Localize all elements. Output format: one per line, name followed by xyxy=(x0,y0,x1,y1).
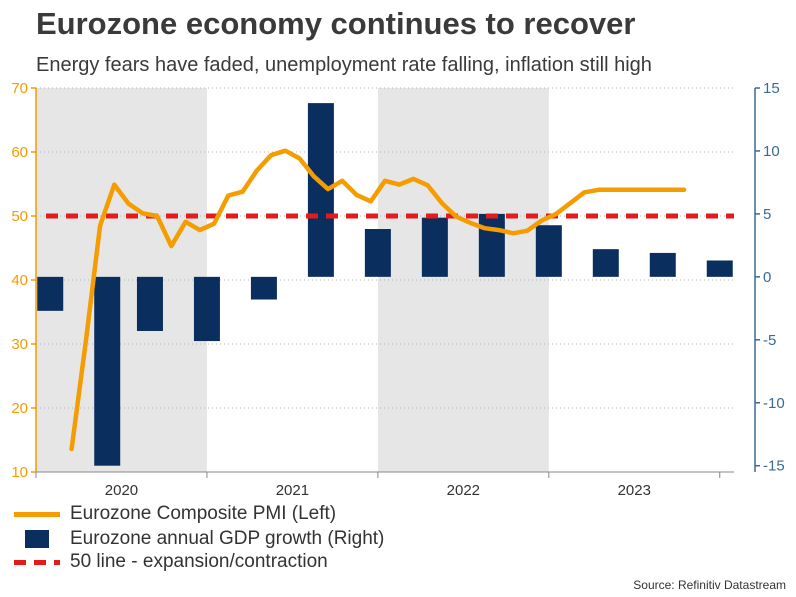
gdp-bar-q3-2021 xyxy=(364,229,391,277)
legend-item-fifty: 50 line - expansion/contraction xyxy=(14,551,328,573)
left-tick-label: 10 xyxy=(11,464,28,481)
gdp-bar-q1-2023 xyxy=(706,260,733,277)
right-tick-label: -10 xyxy=(763,395,785,412)
legend-dash-swatch xyxy=(14,559,60,565)
legend-label-pmi: Eurozone Composite PMI (Left) xyxy=(70,503,337,524)
legend-label-fifty: 50 line - expansion/contraction xyxy=(70,551,328,572)
legend-line-swatch xyxy=(14,511,60,517)
shade-2022 xyxy=(377,88,549,472)
gdp-bar-q3-2022 xyxy=(592,249,619,277)
pmi-line xyxy=(69,148,687,452)
source-note: Source: Refinitiv Datastream xyxy=(633,578,786,592)
axes: 10 20 30 40 50 60 70 -15 -10 -5 0 5 10 15 2020 2021 2022… xyxy=(11,80,784,499)
right-tick-label: 0 xyxy=(763,269,771,286)
gdp-bar-q4-2020 xyxy=(193,276,220,342)
gdp-bar-q3-2020 xyxy=(136,276,163,331)
x-tick-label-2021: 2021 xyxy=(276,482,309,499)
gdp-bar-q1-2020 xyxy=(37,276,64,311)
right-tick-label: 5 xyxy=(763,206,771,223)
gdp-bar-q2-2020 xyxy=(94,276,121,466)
legend-label-gdp: Eurozone annual GDP growth (Right) xyxy=(70,528,385,549)
right-tick-label: 10 xyxy=(763,143,780,160)
left-tick-label: 70 xyxy=(11,80,28,97)
x-tick-label-2020: 2020 xyxy=(105,482,138,499)
chart-area: 10 20 30 40 50 60 70 -15 -10 -5 0 5 10 15 2020 2021 2022… xyxy=(11,80,784,499)
pmi-line-layer xyxy=(69,148,687,452)
left-tick-label: 40 xyxy=(11,272,28,289)
gdp-bar-q1-2022 xyxy=(478,213,505,277)
left-tick-label: 20 xyxy=(11,400,28,417)
gdp-bars xyxy=(37,103,733,466)
right-tick-label: -5 xyxy=(763,332,776,349)
chart-subtitle: Energy fears have faded, unemployment ra… xyxy=(36,54,652,76)
left-tick-label: 60 xyxy=(11,144,28,161)
gdp-bar-q1-2021 xyxy=(250,276,277,300)
legend-item-gdp: Eurozone annual GDP growth (Right) xyxy=(14,528,384,550)
legend-item-pmi: Eurozone Composite PMI (Left) xyxy=(14,503,336,525)
left-tick-label: 50 xyxy=(11,208,28,225)
gdp-bar-q4-2021 xyxy=(421,217,448,277)
x-tick-label-2023: 2023 xyxy=(618,482,651,499)
right-tick-label: 15 xyxy=(763,80,780,97)
legend-bar-swatch xyxy=(25,530,49,548)
left-tick-label: 30 xyxy=(11,336,28,353)
gdp-bar-q4-2022 xyxy=(649,252,676,277)
x-tick-label-2022: 2022 xyxy=(447,482,480,499)
right-tick-label: -15 xyxy=(763,458,785,475)
gdp-bar-q2-2022 xyxy=(535,225,562,277)
chart-title: Eurozone economy continues to recover xyxy=(36,6,636,41)
